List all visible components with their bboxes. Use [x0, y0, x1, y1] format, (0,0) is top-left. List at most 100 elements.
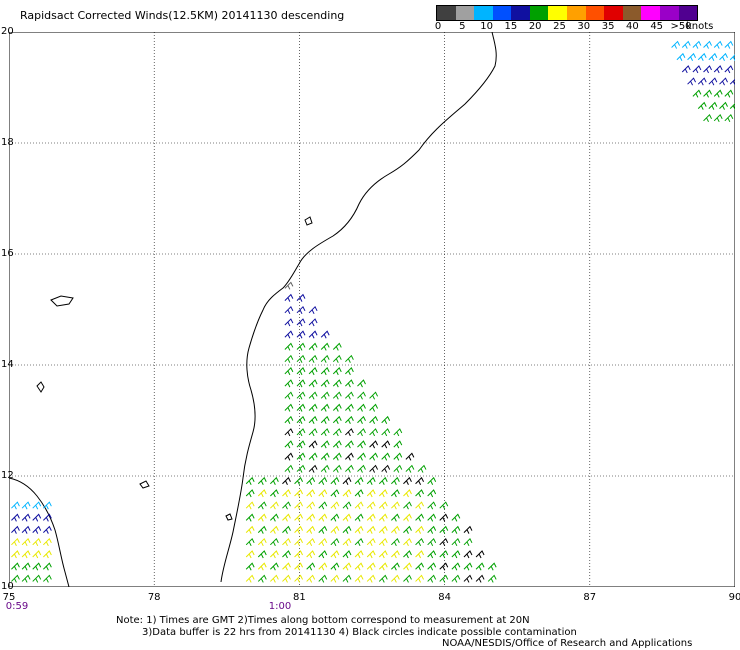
lat-tick-label: 20 [1, 26, 14, 37]
wind-barb [475, 562, 485, 571]
wind-barb [369, 415, 379, 424]
coastline-india [220, 32, 497, 583]
wind-barb [257, 513, 267, 522]
wind-barb [257, 525, 267, 534]
wind-barb [378, 550, 388, 559]
wind-barb [332, 415, 342, 424]
wind-barb [294, 537, 304, 547]
wind-barb [318, 513, 328, 522]
wind-barb [451, 525, 461, 534]
wind-barb [43, 562, 52, 571]
wind-barb [330, 476, 340, 485]
wind-barb [415, 513, 425, 522]
scale-swatch [604, 6, 623, 20]
wind-barb [43, 537, 52, 547]
wind-barb [713, 65, 723, 74]
wind-barb [308, 342, 318, 351]
wind-barb [306, 513, 316, 522]
wind-barb [270, 513, 279, 522]
wind-barb [393, 464, 403, 473]
wind-barb [296, 464, 306, 473]
wind-barb [357, 403, 366, 412]
wind-barb [345, 367, 354, 376]
scale-label: 40 [626, 21, 639, 32]
wind-barb [245, 574, 255, 583]
wind-barb [463, 562, 473, 571]
wind-barb [369, 464, 379, 473]
wind-barb [284, 464, 294, 473]
wind-barb [369, 403, 379, 412]
scale-swatch [659, 6, 679, 20]
wind-barb [342, 537, 352, 547]
time-label: 1:00 [268, 601, 292, 612]
wind-barb [284, 367, 294, 376]
wind-barb [692, 40, 702, 49]
note-line-1: Note: 1) Times are GMT 2)Times along bot… [116, 615, 530, 626]
wind-barb [245, 562, 255, 571]
wind-barb [391, 489, 400, 498]
scale-swatch [511, 6, 530, 20]
wind-barb [282, 525, 291, 534]
wind-barb [681, 65, 691, 74]
wind-barb [366, 537, 376, 547]
wind-barb [245, 550, 255, 559]
scale-label: 25 [553, 21, 566, 32]
wind-barb [391, 501, 400, 510]
lon-tick-label: 87 [583, 592, 597, 603]
wind-barb [318, 537, 328, 547]
wind-barb [21, 501, 31, 510]
wind-barb [345, 440, 354, 449]
wind-barb [296, 318, 306, 327]
wind-barb [294, 562, 304, 571]
island-small [139, 480, 150, 489]
wind-barb [366, 501, 376, 510]
wind-barb [270, 550, 279, 559]
wind-barb [270, 489, 279, 498]
wind-barb [320, 415, 330, 424]
wind-barb [692, 89, 702, 98]
wind-barb [21, 513, 31, 522]
wind-barb [342, 513, 352, 522]
wind-barb [308, 354, 318, 363]
wind-barb [354, 525, 364, 534]
wind-barb [284, 452, 294, 461]
wind-barb [284, 305, 294, 315]
wind-barb [697, 52, 707, 61]
scale-label: 45 [650, 21, 664, 32]
wind-barb [308, 452, 318, 461]
wind-barb [687, 77, 697, 86]
lat-tick-label: 14 [1, 359, 14, 370]
wind-barb [403, 501, 412, 510]
wind-barb [296, 354, 306, 363]
wind-barb [32, 513, 42, 522]
wind-barb [687, 52, 697, 61]
wind-barb [320, 367, 330, 376]
wind-barb [366, 574, 376, 583]
wind-barb [391, 550, 400, 559]
wind-barb [282, 501, 291, 510]
wind-barb [357, 415, 366, 424]
wind-barb [475, 574, 485, 583]
wind-barb [357, 428, 366, 437]
wind-barb [318, 574, 328, 583]
wind-barb [342, 562, 352, 571]
wind-barb [345, 464, 354, 473]
wind-barb [296, 428, 306, 437]
wind-barb [417, 464, 427, 473]
scale-label: 15 [504, 21, 518, 32]
wind-barb [282, 574, 291, 583]
wind-barb [703, 40, 712, 49]
wind-barb [381, 415, 391, 424]
note-line-2: 3)Data buffer is 22 hrs from 20141130 4)… [142, 627, 577, 638]
wind-barb [703, 113, 712, 123]
wind-barb [284, 403, 294, 412]
wind-barb [427, 501, 437, 510]
wind-barb [366, 513, 376, 522]
wind-barb [369, 440, 379, 449]
wind-barb [439, 550, 449, 559]
wind-barb [308, 391, 318, 400]
wind-barb [270, 562, 279, 571]
wind-barb [713, 113, 723, 123]
wind-barb [703, 65, 712, 74]
wind-barb [415, 537, 425, 547]
